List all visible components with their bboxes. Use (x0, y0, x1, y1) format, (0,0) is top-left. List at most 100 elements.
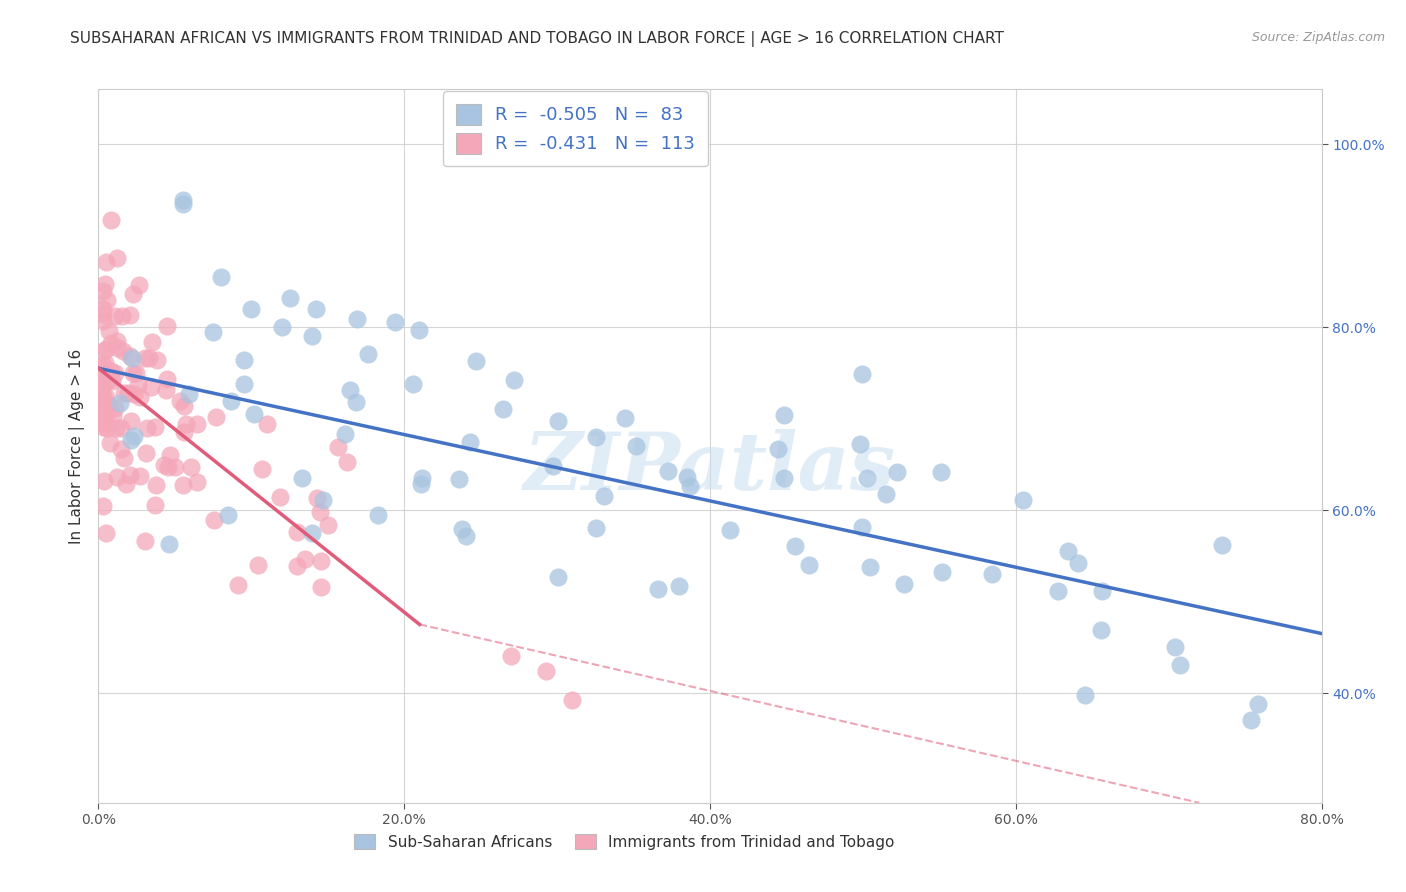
Point (1057, 544, 1080, 558)
Point (135, 446, 157, 460)
Point (541, 458, 564, 473)
Point (339, 384, 361, 398)
Point (547, 414, 569, 428)
Point (91, 358, 114, 372)
Point (155, 383, 177, 397)
Point (91, 307, 114, 321)
Point (305, 491, 328, 506)
Point (97, 397, 120, 411)
Point (134, 534, 156, 549)
Point (91, 313, 114, 327)
Point (217, 508, 239, 522)
Point (156, 459, 179, 474)
Point (931, 565, 953, 579)
Point (367, 508, 389, 522)
Point (112, 451, 135, 466)
Point (411, 471, 433, 485)
Point (232, 353, 254, 368)
Point (766, 442, 789, 457)
Point (285, 525, 308, 540)
Point (98, 324, 121, 338)
Point (309, 581, 332, 595)
Point (233, 377, 256, 392)
Point (146, 353, 169, 368)
Point (460, 434, 482, 449)
Point (309, 554, 332, 568)
Point (93, 474, 115, 488)
Point (141, 335, 163, 350)
Point (1247, 697, 1270, 711)
Point (305, 301, 328, 316)
Point (91, 420, 114, 434)
Point (503, 373, 526, 387)
Point (772, 470, 794, 484)
Point (91, 389, 114, 403)
Point (120, 468, 142, 483)
Point (875, 487, 897, 501)
Point (1211, 538, 1233, 552)
Point (893, 576, 915, 591)
Point (1011, 493, 1033, 508)
Point (100, 213, 122, 227)
Point (105, 252, 128, 266)
Point (278, 291, 301, 305)
Point (118, 349, 141, 363)
Point (247, 558, 270, 573)
Point (101, 409, 124, 424)
Point (104, 401, 127, 415)
Point (256, 417, 278, 432)
Point (128, 469, 150, 483)
Point (270, 320, 292, 334)
Point (447, 473, 470, 487)
Point (122, 429, 145, 443)
Point (1164, 640, 1187, 655)
Point (121, 366, 143, 380)
Point (301, 329, 323, 343)
Point (242, 407, 264, 421)
Point (593, 489, 616, 503)
Point (122, 387, 145, 401)
Point (98, 436, 121, 450)
Point (291, 471, 314, 485)
Point (100, 364, 122, 378)
Point (1090, 623, 1112, 637)
Point (174, 417, 197, 431)
Point (657, 464, 679, 478)
Point (799, 558, 821, 572)
Point (186, 417, 208, 431)
Point (110, 442, 132, 456)
Point (110, 421, 132, 435)
Point (96, 293, 118, 307)
Point (465, 354, 488, 368)
Point (1047, 584, 1070, 599)
Point (91, 499, 114, 513)
Point (851, 367, 873, 381)
Point (624, 439, 647, 453)
Point (219, 394, 242, 409)
Point (172, 196, 194, 211)
Point (585, 430, 607, 444)
Point (143, 498, 166, 512)
Text: ZIPatlas: ZIPatlas (524, 429, 896, 506)
Point (678, 479, 700, 493)
Point (1090, 584, 1112, 599)
Point (105, 421, 128, 435)
Point (127, 378, 149, 392)
Point (205, 410, 228, 425)
Point (209, 269, 232, 284)
Point (114, 476, 136, 491)
Point (104, 309, 127, 323)
Point (336, 455, 359, 469)
Point (94, 390, 117, 404)
Point (328, 440, 350, 454)
Point (107, 470, 129, 484)
Point (121, 287, 143, 301)
Point (668, 579, 690, 593)
Point (139, 379, 162, 393)
Point (159, 448, 181, 462)
Point (91, 392, 114, 407)
Point (153, 458, 176, 472)
Point (981, 567, 1004, 582)
Point (91, 360, 114, 375)
Point (250, 461, 273, 475)
